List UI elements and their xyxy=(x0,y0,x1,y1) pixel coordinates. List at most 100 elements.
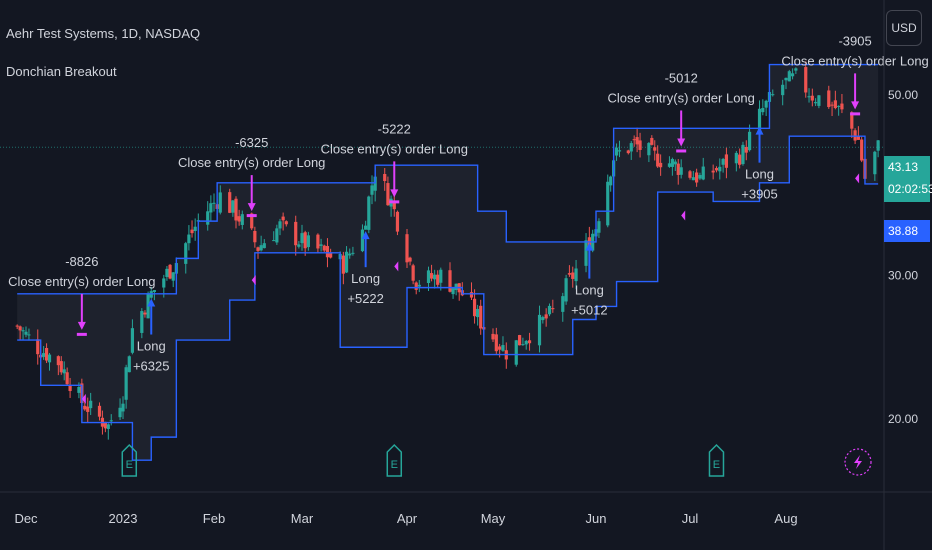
candle-body xyxy=(278,221,282,229)
time-tick-label: Apr xyxy=(397,511,418,526)
candle-body xyxy=(521,344,525,346)
candle-body xyxy=(15,325,19,327)
candle-body xyxy=(171,272,175,281)
candle-body xyxy=(436,274,440,285)
candle-body xyxy=(47,354,52,363)
earnings-letter: E xyxy=(126,459,133,471)
entry-pnl-label: +6325 xyxy=(133,359,170,374)
candle-body xyxy=(718,166,722,172)
candle-body xyxy=(190,229,194,234)
candle-body xyxy=(537,314,542,346)
candle-body xyxy=(667,163,672,167)
candle-body xyxy=(240,214,244,225)
donchian-lower-band xyxy=(17,135,879,461)
candle-body xyxy=(738,154,742,165)
candle-body xyxy=(212,202,216,204)
exit-arrow-head xyxy=(247,203,256,212)
candle-body xyxy=(659,162,663,168)
candle-body xyxy=(810,95,814,101)
exit-arrow-head xyxy=(77,321,86,330)
candle-body xyxy=(498,346,502,350)
candle-body xyxy=(140,311,144,333)
candle-body xyxy=(109,420,113,422)
time-axis[interactable]: Dec 2023 Feb Mar Apr May Jun Jul Aug xyxy=(14,511,797,526)
candle-body xyxy=(83,405,87,410)
currency-button[interactable]: USD xyxy=(886,10,922,46)
candle-body xyxy=(701,166,705,180)
candle-body xyxy=(794,68,798,71)
candle-body xyxy=(514,340,518,365)
candle-body xyxy=(564,278,568,302)
study-name[interactable]: Donchian Breakout xyxy=(6,64,117,79)
candle-body xyxy=(231,200,235,213)
candle-body xyxy=(724,154,729,168)
candle-body xyxy=(303,232,307,249)
candle-body xyxy=(124,367,128,400)
entry-pnl-label: +5012 xyxy=(571,303,608,318)
entry-arrow-head xyxy=(361,231,370,240)
earnings-marker xyxy=(708,443,725,477)
candle-body xyxy=(329,253,333,258)
candle-body xyxy=(626,150,630,154)
symbol-title[interactable]: Aehr Test Systems, 1D, NASDAQ xyxy=(6,26,201,41)
donchian-upper-band xyxy=(17,63,879,295)
candle-body xyxy=(714,168,719,171)
candle-body xyxy=(676,163,680,175)
candle-body xyxy=(130,328,135,353)
candle-body xyxy=(426,270,431,284)
candle-body xyxy=(544,314,548,319)
candle-body xyxy=(68,385,72,392)
channel-low-tag: 38.88 xyxy=(884,220,930,242)
lightning-icon[interactable] xyxy=(844,448,872,476)
candle-body xyxy=(77,386,81,393)
candle-body xyxy=(527,340,532,344)
candle-body xyxy=(609,176,613,186)
time-tick-label: May xyxy=(481,511,506,526)
earnings-marker xyxy=(121,443,138,477)
candle-body xyxy=(184,243,188,264)
candle-body xyxy=(807,96,811,98)
candle-body xyxy=(517,335,522,346)
exit-marker xyxy=(850,112,861,116)
time-tick-label: Feb xyxy=(203,511,225,526)
earnings-marker xyxy=(386,443,403,477)
candle-body xyxy=(411,265,415,281)
candle-body xyxy=(127,356,131,373)
candle-body xyxy=(614,147,619,156)
candle-body xyxy=(300,233,304,244)
candle-body xyxy=(606,181,610,226)
candle-body xyxy=(284,221,288,225)
candle-body xyxy=(571,272,575,279)
candle-body xyxy=(348,253,352,256)
candle-body xyxy=(873,151,877,175)
candle-body xyxy=(417,284,421,287)
candle-body xyxy=(392,202,396,210)
entry-arrow-head xyxy=(147,298,156,307)
candle-body xyxy=(541,317,545,321)
candle-body xyxy=(65,372,69,385)
time-tick-label: Jul xyxy=(682,511,699,526)
trade-signals-layer: -8826 Close entry(s) order Long -6325 Close… xyxy=(8,33,929,404)
candle-body xyxy=(364,225,368,230)
exit-marker xyxy=(246,214,257,218)
candle-body xyxy=(817,95,821,106)
candle-body xyxy=(316,234,320,249)
candle-body xyxy=(143,312,147,315)
candle-body xyxy=(691,177,695,181)
entry-arrow-head xyxy=(755,126,764,135)
exit-order-label: Close entry(s) order Long xyxy=(607,90,754,105)
bar-countdown: 02:02:53 xyxy=(888,182,932,196)
candle-body xyxy=(322,245,326,251)
candle-body xyxy=(653,147,657,151)
candle-body xyxy=(118,407,122,418)
exit-flag-marker xyxy=(855,173,860,184)
candle-body xyxy=(18,326,22,331)
candle-body xyxy=(89,400,93,409)
candle-body xyxy=(551,308,555,310)
candle-body xyxy=(853,130,857,141)
earnings-letter: E xyxy=(713,459,720,471)
price-axis[interactable]: 50.00 30.00 20.00 xyxy=(888,88,918,426)
candle-body xyxy=(187,234,191,244)
